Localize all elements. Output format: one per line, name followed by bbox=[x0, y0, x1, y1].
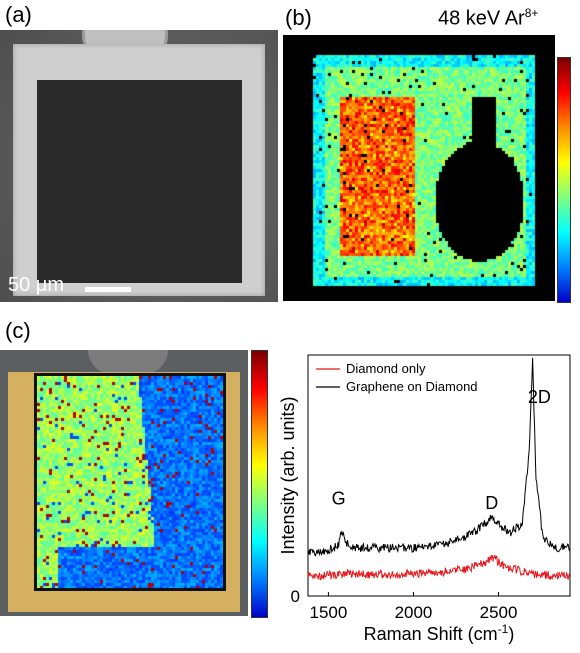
y-tick-label: 0 bbox=[291, 587, 300, 606]
peak-label: G bbox=[332, 488, 346, 508]
raman-map-c bbox=[34, 373, 226, 591]
peak-label: 2D bbox=[528, 387, 551, 407]
scale-bar bbox=[85, 287, 131, 292]
legend-label: Graphene on Diamond bbox=[346, 379, 478, 394]
colorbar-b bbox=[557, 57, 571, 303]
x-tick-label: 2500 bbox=[480, 603, 518, 622]
chart-series bbox=[307, 357, 571, 581]
x-tick-label: 1500 bbox=[310, 603, 348, 622]
raman-spectrum-chart: 1500 2000 2500 0 Raman Shift (cm-1) Intensity… bbox=[278, 354, 571, 644]
raman-map-b bbox=[283, 35, 555, 301]
scale-bar-label: 50 μm bbox=[8, 274, 64, 296]
legend-label: Diamond only bbox=[346, 361, 426, 376]
ion-beam-label: 48 keV Ar8+ bbox=[438, 6, 538, 31]
membrane-window bbox=[37, 80, 242, 283]
chart-axes: 1500 2000 2500 0 Raman Shift (cm-1) Intensity… bbox=[278, 354, 571, 644]
chart-legend: Diamond only Graphene on Diamond bbox=[316, 361, 478, 394]
x-axis-label: Raman Shift (cm-1) bbox=[364, 622, 515, 644]
x-tick-label: 2000 bbox=[395, 603, 433, 622]
y-axis-label: Intensity (arb. units) bbox=[278, 396, 298, 554]
series-line-0 bbox=[307, 554, 570, 581]
plot-frame bbox=[307, 354, 571, 597]
panel-label-a: (a) bbox=[5, 2, 32, 27]
optical-clip bbox=[88, 350, 168, 374]
chart-annotations: G D 2D bbox=[332, 387, 551, 513]
ion-charge: 8+ bbox=[524, 6, 539, 20]
ion-label-text: 48 keV Ar bbox=[438, 7, 525, 30]
series-line-1 bbox=[307, 357, 571, 557]
sem-image: 50 μm bbox=[0, 30, 278, 302]
panel-label-c: (c) bbox=[5, 318, 31, 343]
peak-label: D bbox=[485, 493, 498, 513]
panel-label-b: (b) bbox=[285, 5, 312, 30]
colorbar-c bbox=[251, 350, 268, 618]
